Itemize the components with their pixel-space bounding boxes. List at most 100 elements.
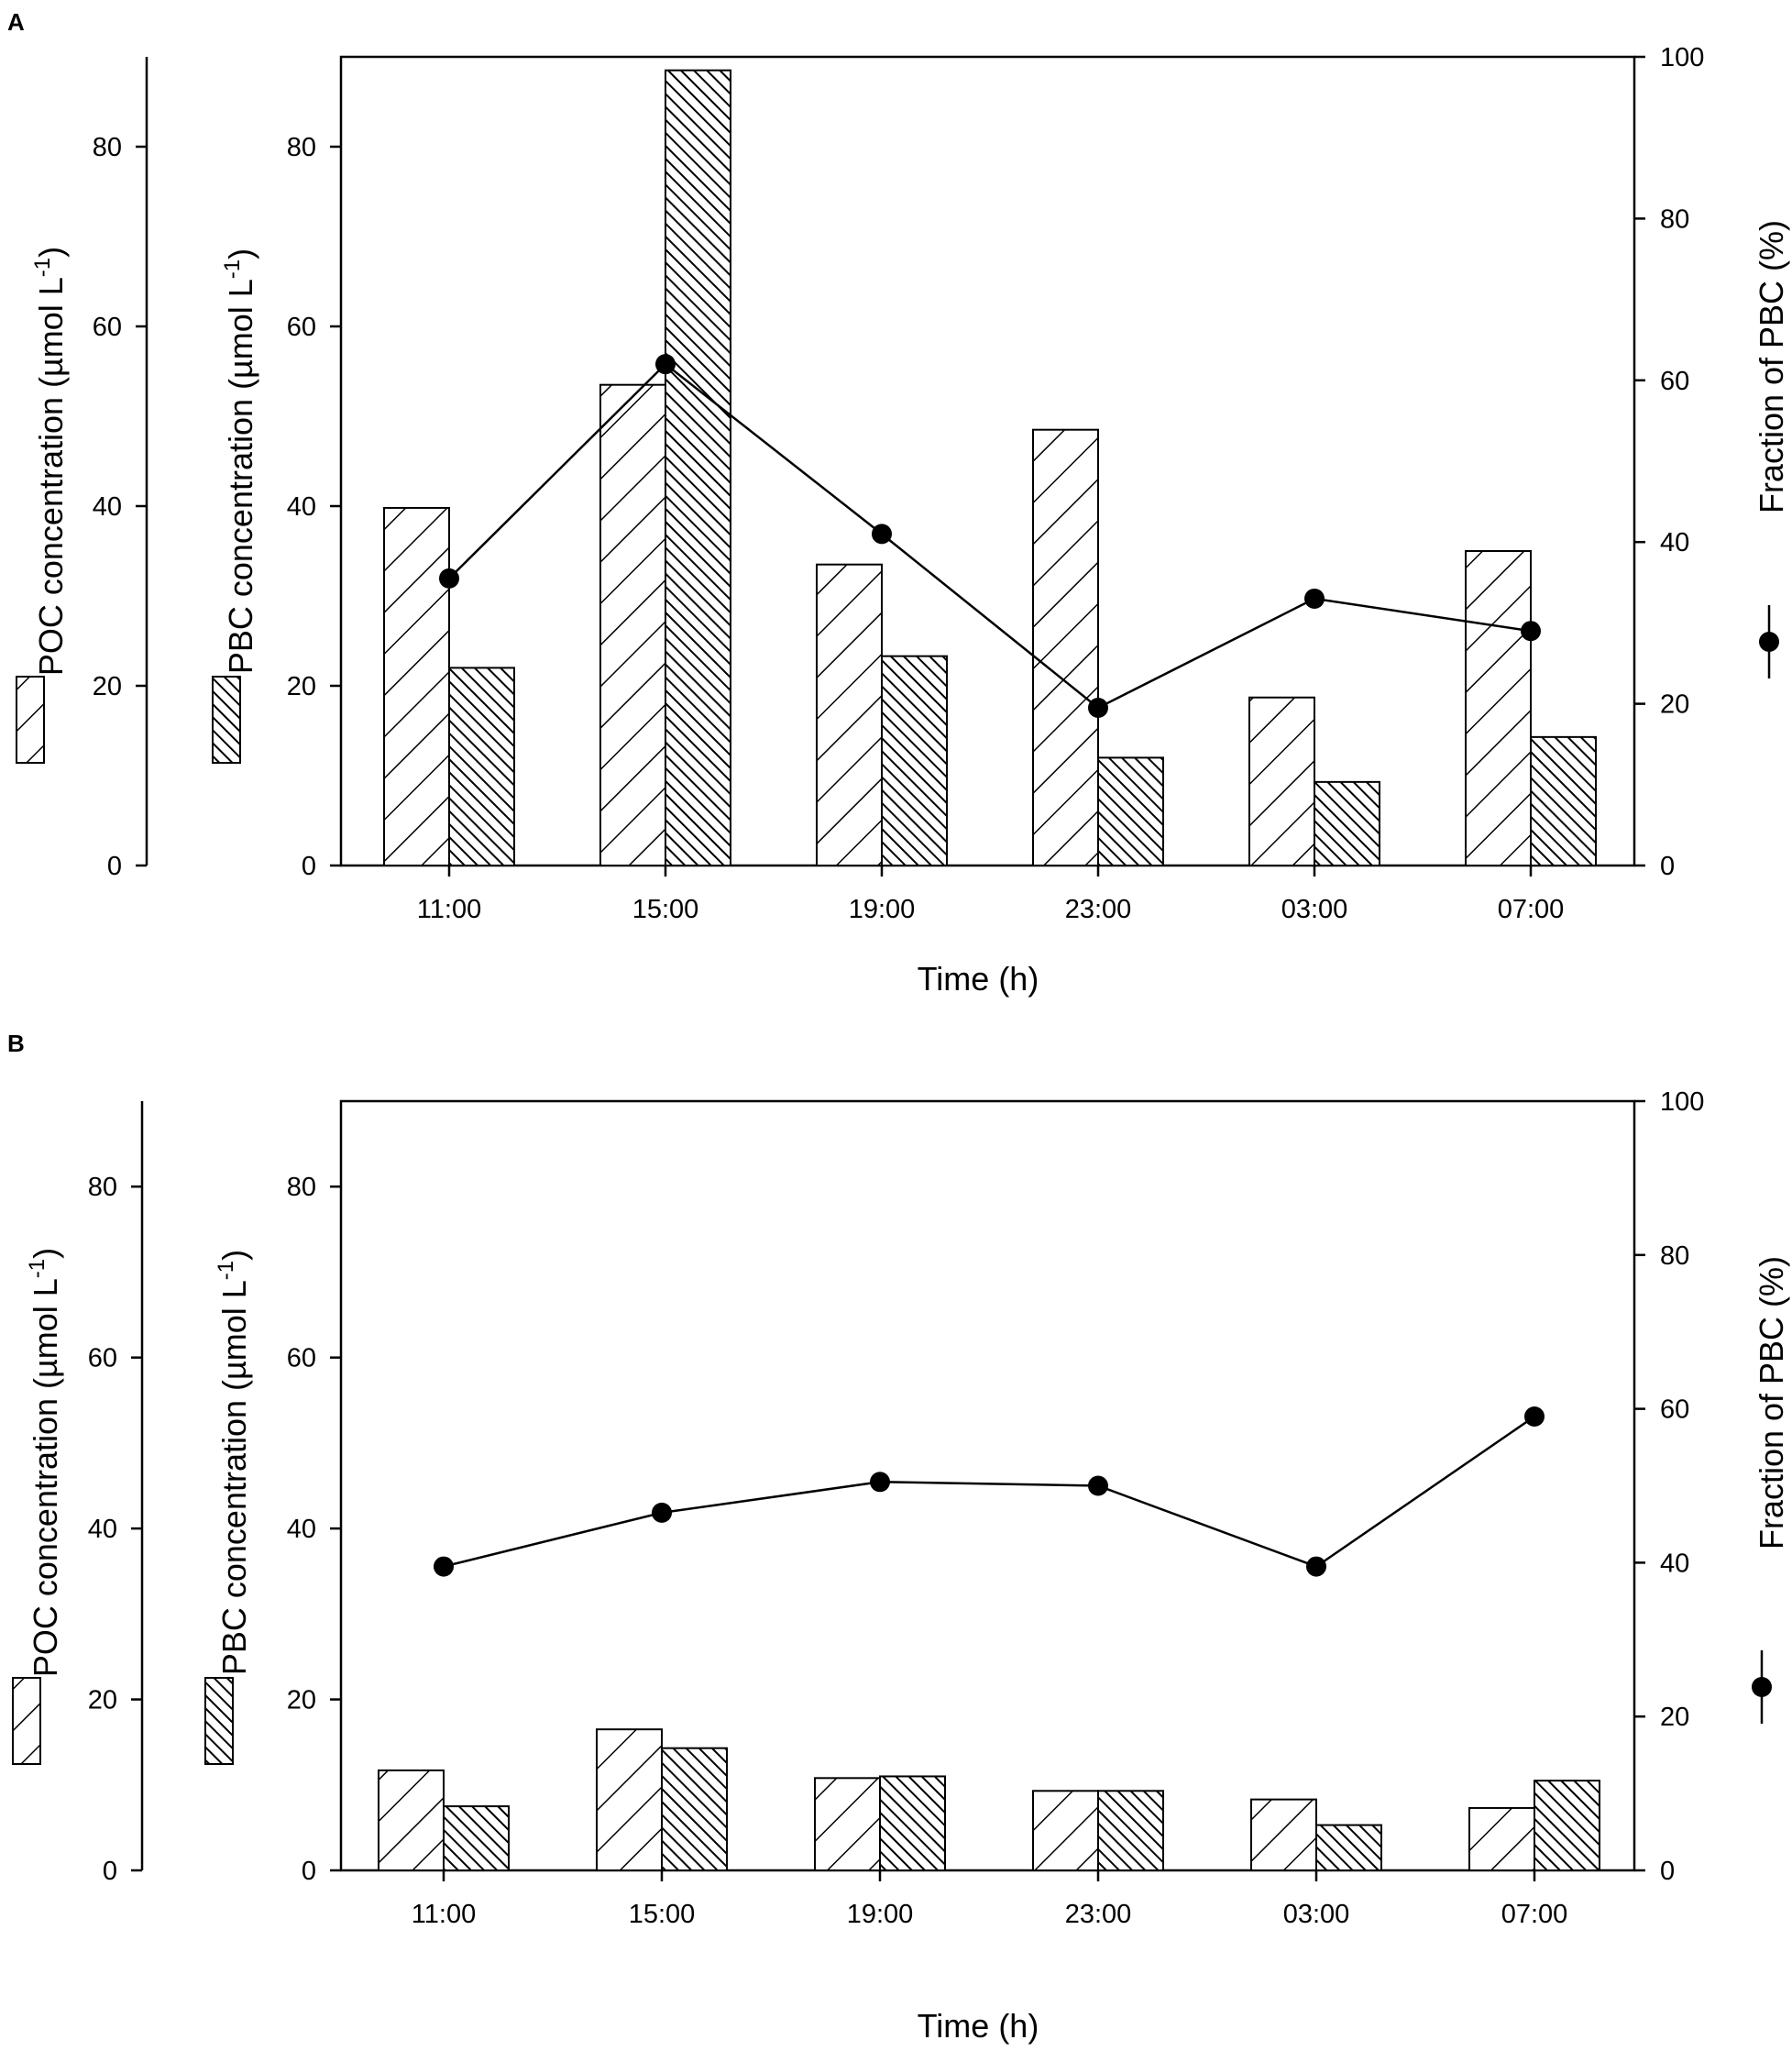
poc-bar [814, 1777, 881, 1871]
fraction-line-series [439, 354, 1541, 719]
x-axis-title: Time (h) [918, 2007, 1039, 2045]
x-tick-label: 15:00 [632, 895, 699, 924]
pbc-axis-title-sup: -1 [214, 1261, 238, 1280]
fraction-point [1304, 588, 1325, 609]
poc-bar [1248, 696, 1315, 866]
poc-axis-title-close: ) [27, 1248, 64, 1259]
fraction-tick-label: 80 [1660, 204, 1689, 234]
pbc-axis-title-text: PBC concentration (µmol L [215, 1280, 253, 1675]
fraction-axis-title: Fraction of PBC (%) [1753, 220, 1790, 513]
fraction-tick-label: 40 [1660, 528, 1689, 557]
fraction-axis-title-text: Fraction of PBC (%) [1753, 220, 1790, 513]
x-tick-label: 15:00 [629, 1900, 696, 1929]
x-tick-label: 11:00 [412, 1900, 476, 1929]
pbc-bar [443, 1805, 510, 1872]
bars [378, 1728, 1600, 1872]
panel-label-a: A [7, 8, 25, 36]
pbc-tick-label: 60 [287, 313, 316, 342]
pbc-axis-title-sup: -1 [220, 259, 245, 279]
fraction-axis-title: Fraction of PBC (%) [1753, 1256, 1790, 1549]
pbc-legend-swatch [212, 676, 241, 764]
x-tick-label: 07:00 [1501, 1900, 1568, 1929]
fraction-tick-label: 40 [1660, 1549, 1689, 1578]
pbc-bar [665, 69, 731, 866]
x-tick-label: 19:00 [849, 895, 916, 924]
poc-bar [599, 383, 666, 866]
x-tick-label: 23:00 [1065, 895, 1132, 924]
fraction-legend-marker [1752, 1677, 1772, 1697]
pbc-tick-label: 80 [287, 133, 316, 162]
svg-text:PBC concentration (µmol L-1): PBC concentration (µmol L-1) [214, 1250, 253, 1675]
poc-bar [596, 1728, 663, 1872]
poc-axis-title: POC concentration (µmol L-1) [25, 1248, 64, 1677]
poc-tick-label: 60 [88, 1344, 117, 1373]
panel-a: A 0 0 20 20 40 40 60 60 80 80 0 20 40 60 80 100 11:00 15:… [7, 8, 1790, 998]
pbc-tick-label: 20 [287, 672, 316, 701]
axis-ticks: 0 0 20 20 40 40 60 60 80 80 0 20 40 60 80 100 11:00 15:00… [93, 43, 1705, 924]
fraction-point [1088, 698, 1108, 719]
pbc-tick-label: 0 [302, 1857, 316, 1886]
pbc-bar [1315, 1824, 1382, 1871]
x-tick-label: 03:00 [1281, 895, 1348, 924]
poc-tick-label: 80 [88, 1173, 117, 1202]
fraction-point [870, 1472, 890, 1493]
fraction-line [448, 362, 1532, 710]
poc-axis-title-text: POC concentration (µmol L [32, 277, 70, 676]
plot-frame [339, 1099, 1636, 1872]
pbc-axis-title: PBC concentration (µmol L-1) [220, 248, 259, 674]
poc-bar [1465, 550, 1532, 866]
x-tick-label: 03:00 [1283, 1900, 1350, 1929]
pbc-bar [1097, 756, 1164, 867]
pbc-bar [661, 1747, 728, 1872]
fraction-tick-label: 20 [1660, 690, 1689, 720]
fraction-point [652, 1502, 672, 1523]
poc-tick-label: 40 [88, 1515, 117, 1544]
x-tick-label: 07:00 [1498, 895, 1565, 924]
pbc-legend-swatch [204, 1677, 234, 1765]
pbc-bar [1097, 1790, 1164, 1872]
x-tick-label: 23:00 [1065, 1900, 1132, 1929]
x-tick-label: 19:00 [847, 1900, 914, 1929]
poc-tick-label: 20 [93, 672, 122, 701]
svg-text:PBC concentration (µmol L-1): PBC concentration (µmol L-1) [220, 248, 259, 674]
pbc-axis-title-close: ) [215, 1250, 253, 1261]
fraction-axis-title-text: Fraction of PBC (%) [1753, 1256, 1790, 1549]
poc-tick-label: 60 [93, 313, 122, 342]
fraction-point [1524, 1406, 1545, 1427]
pbc-bar [879, 1775, 946, 1872]
poc-tick-label: 80 [93, 133, 122, 162]
fraction-tick-label: 60 [1660, 367, 1689, 396]
poc-axis-title: POC concentration (µmol L-1) [30, 247, 70, 676]
poc-bar [383, 506, 450, 867]
pbc-tick-label: 80 [287, 1173, 316, 1202]
fraction-tick-label: 20 [1660, 1703, 1689, 1732]
poc-axis-title-sup: -1 [25, 1259, 49, 1278]
fraction-tick-label: 100 [1660, 1087, 1704, 1117]
plot-frame [339, 55, 1636, 867]
fraction-tick-label: 0 [1660, 852, 1675, 881]
pbc-tick-label: 40 [287, 492, 316, 522]
pbc-bar [1534, 1780, 1600, 1872]
poc-bar [1468, 1806, 1535, 1871]
x-tick-label: 11:00 [417, 895, 481, 924]
fraction-tick-label: 60 [1660, 1395, 1689, 1425]
fraction-tick-label: 80 [1660, 1241, 1689, 1271]
fraction-line-series [434, 1406, 1545, 1577]
poc-bar [1032, 1790, 1099, 1872]
fraction-legend-marker [1759, 632, 1779, 652]
bars [383, 69, 1597, 867]
poc-bar [1250, 1798, 1317, 1872]
fraction-point [872, 524, 892, 545]
pbc-bar [1314, 780, 1380, 866]
fraction-point [1306, 1556, 1326, 1577]
poc-bar [378, 1769, 445, 1872]
pbc-bar [881, 655, 948, 866]
fraction-point [439, 568, 459, 589]
axis-ticks: 0 0 20 20 40 40 60 60 80 80 0 20 40 60 80 100 11:00 15:00… [88, 1087, 1705, 1929]
fraction-point [1521, 621, 1541, 642]
pbc-bar [448, 667, 515, 867]
svg-text:POC concentration (µmol L-1): POC concentration (µmol L-1) [30, 247, 70, 676]
poc-tick-label: 0 [103, 1857, 117, 1886]
pbc-bar [1530, 735, 1597, 866]
